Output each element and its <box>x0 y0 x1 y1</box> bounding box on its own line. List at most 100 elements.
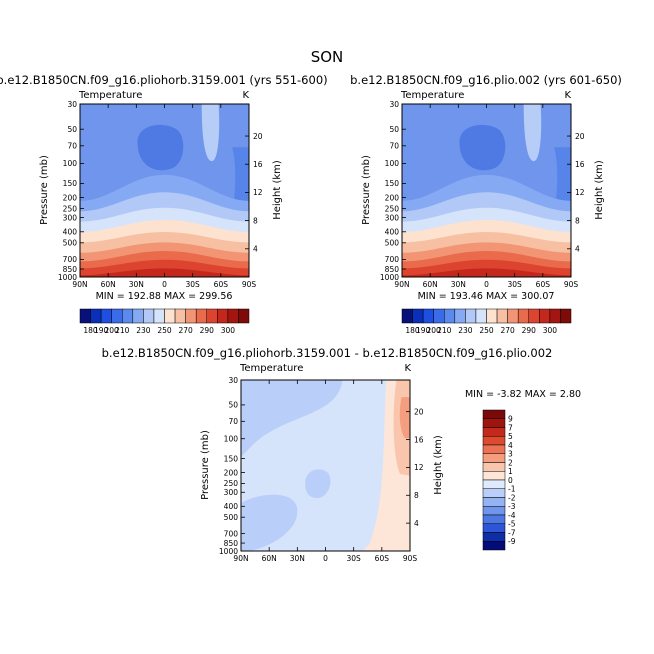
panel-2-x-tick-label: 30S <box>508 280 523 289</box>
panel-3-variable-label: Temperature <box>239 363 303 374</box>
panel-1-colorbar-tick-label: 290 <box>200 326 215 335</box>
panel-1-colorbar-swatch <box>90 308 102 324</box>
panel-3-x-tick-label: 30N <box>290 554 305 563</box>
panel-3-y-tick-label: 100 <box>224 435 239 444</box>
panel-2-y2-tick-label: 20 <box>575 132 585 141</box>
panel-3-colorbar-swatch <box>482 436 506 446</box>
panel-1-x-tick-label: 30N <box>129 280 144 289</box>
panel-3-colorbar-tick-label: -9 <box>508 537 516 546</box>
panel-1-colorbar-swatch <box>153 308 165 324</box>
panel-1-variable-label: Temperature <box>78 90 142 101</box>
panel-3-unit-label: K <box>404 363 411 374</box>
panel-1-colorbar-tick-label: 210 <box>115 326 130 335</box>
panel-2-y-tick-label: 200 <box>385 193 400 202</box>
panel-1-y-axis-label: Pressure (mb) <box>39 155 50 225</box>
panel-2-y-tick-label: 1000 <box>380 273 399 282</box>
panel-1-y-tick-label: 100 <box>63 159 78 168</box>
panel-2-y-tick-label: 500 <box>385 239 400 248</box>
panel-2-colorbar-swatch <box>401 308 413 324</box>
panel-3-x-tick-label: 90S <box>403 554 418 563</box>
panel-3-colorbar-swatch <box>482 427 506 437</box>
panel-2-colorbar-tick-label: 210 <box>437 326 452 335</box>
panel-2-colorbar-swatch <box>549 308 561 324</box>
panel-1-cold-core-contour <box>137 124 184 171</box>
panel-3-colorbar-tick-label: 7 <box>508 423 513 432</box>
panel-1-plot-area: 90N 60N 30N 0 30S 60S 90S 30 50 70 100 150 200 250300… <box>58 100 263 289</box>
panel-1-unit-label: K <box>242 90 249 101</box>
panel-1-colorbar-swatch <box>206 308 218 324</box>
panel-1-title: b.e12.B1850CN.f09_g16.pliohorb.3159.001 … <box>0 73 328 87</box>
panel-2-y2-tick-label: 8 <box>575 216 580 225</box>
panel-2-y-tick-label: 100 <box>385 159 400 168</box>
panel-3-y2-axis-label: Height (km) <box>433 435 444 495</box>
panel-2-colorbar-tick-label: 290 <box>522 326 537 335</box>
panel-1-colorbar-swatch <box>195 308 207 324</box>
panel-2-plot-area: 90N 60N 30N 0 30S 60S 90S 30 50 70 100 150 200 250300… <box>380 100 585 289</box>
panel-3-colorbar-tick-label: -5 <box>508 520 516 529</box>
panel-1-colorbar-swatch <box>238 308 250 324</box>
panel-2-colorbar-swatch <box>412 308 424 324</box>
panel-3-colorbar-swatch <box>482 418 506 428</box>
panel-1-colorbar-swatch <box>79 308 91 324</box>
panel-3-colorbar-swatch <box>482 532 506 542</box>
panel-3-colorbar-tick-label: 0 <box>508 476 513 485</box>
panel-1-polar-contour <box>232 147 249 212</box>
panel-1-y2-tick-label: 16 <box>253 160 263 169</box>
panel-1-colorbar-swatch <box>227 308 239 324</box>
panel-1-colorbar-tick-label: 300 <box>221 326 236 335</box>
panel-2-y-tick-label: 30 <box>389 100 399 109</box>
panel-1-y-tick-label: 70 <box>67 142 77 151</box>
panel-3-x-tick-label: 30S <box>347 554 362 563</box>
panel-3-y-tick-label: 1000 <box>219 547 238 556</box>
panel-3-colorbar-swatch <box>482 462 506 472</box>
panel-2-colorbar-tick-label: 230 <box>458 326 473 335</box>
panel-2: b.e12.B1850CN.f09_g16.plio.002 (yrs 601-… <box>350 73 622 335</box>
panel-2-frame <box>401 103 572 278</box>
panel-1-colorbar-swatch <box>100 308 112 324</box>
panel-3-y-tick-label: 850 <box>224 539 239 548</box>
panel-2-colorbar-swatch <box>486 308 498 324</box>
panel-3-stats: MIN = -3.82 MAX = 2.80 <box>465 389 581 400</box>
panel-2-y-tick-label: 150 <box>385 179 400 188</box>
panel-3-colorbar-swatch <box>482 488 506 498</box>
panel-3-neg-mid-contour <box>305 469 331 499</box>
panel-2-y2-tick-label: 12 <box>575 188 585 197</box>
panel-3-x-tick-label: 60N <box>262 554 277 563</box>
panel-1-stats: MIN = 192.88 MAX = 299.56 <box>96 291 233 302</box>
panel-1-colorbar-swatch <box>174 308 186 324</box>
panel-2-colorbar-swatch <box>528 308 540 324</box>
panel-3-y2-tick-label: 16 <box>414 435 424 444</box>
panel-3-colorbar-tick-label: -7 <box>508 528 516 537</box>
panel-2-colorbar-swatch <box>433 308 445 324</box>
panel-3-colorbar-swatch <box>482 409 506 419</box>
panel-3-y2-tick-label: 4 <box>414 519 419 528</box>
panel-3-colorbar-swatch <box>482 514 506 524</box>
panel-2-y2-tick-label: 4 <box>575 245 580 254</box>
panel-1-y-tick-label: 300 <box>63 213 78 222</box>
panel-2-polar-contour <box>554 147 571 212</box>
panel-1-colorbar-swatch <box>164 308 176 324</box>
panel-2-y-tick-label: 300 <box>385 213 400 222</box>
panel-3-y2-tick-label: 20 <box>414 407 424 416</box>
panel-2-colorbar-swatch <box>496 308 508 324</box>
panel-3-y2-tick-label: 8 <box>414 491 419 500</box>
panel-2-cold-core-contour <box>459 124 506 171</box>
panel-2-trop-band-9 <box>402 268 571 277</box>
panel-1-colorbar-tick-label: 230 <box>136 326 151 335</box>
panel-2-colorbar-swatch <box>422 308 434 324</box>
panel-1-x-tick-label: 60N <box>101 280 116 289</box>
panel-2-colorbar-tick-label: 180 <box>405 326 420 335</box>
panel-3-y-tick-label: 250 <box>224 479 239 488</box>
panel-1-y-tick-label: 30 <box>67 100 77 109</box>
panel-1-colorbar-tick-label: 180 <box>83 326 98 335</box>
panel-1-frame <box>79 103 250 278</box>
panel-1-y2-tick-label: 8 <box>253 216 258 225</box>
panel-1-colorbar-swatch <box>143 308 155 324</box>
panel-3-y-tick-label: 300 <box>224 488 239 497</box>
panel-1-y-tick-label: 50 <box>67 125 77 134</box>
panel-3-colorbar-tick-label: 5 <box>508 432 513 441</box>
panel-2-x-tick-label: 0 <box>484 280 489 289</box>
